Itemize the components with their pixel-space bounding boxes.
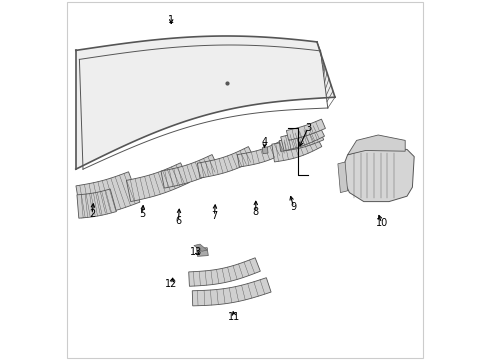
Polygon shape	[272, 131, 322, 162]
Polygon shape	[347, 135, 405, 155]
Text: 13: 13	[190, 247, 202, 257]
Text: 12: 12	[165, 279, 177, 289]
Text: 11: 11	[228, 312, 240, 322]
Polygon shape	[126, 163, 190, 202]
Polygon shape	[279, 130, 324, 151]
Polygon shape	[281, 123, 324, 151]
Polygon shape	[342, 149, 414, 202]
Text: 5: 5	[139, 209, 146, 219]
Text: 6: 6	[175, 216, 181, 226]
Polygon shape	[197, 147, 255, 178]
Polygon shape	[237, 140, 289, 167]
Polygon shape	[189, 258, 260, 286]
Polygon shape	[77, 189, 117, 218]
Text: 8: 8	[253, 207, 259, 217]
Text: 2: 2	[89, 209, 95, 219]
Text: 10: 10	[376, 218, 388, 228]
Polygon shape	[192, 278, 271, 306]
Text: 3: 3	[305, 123, 311, 133]
Polygon shape	[161, 154, 220, 188]
Polygon shape	[76, 172, 140, 218]
Polygon shape	[286, 119, 325, 140]
Polygon shape	[338, 162, 347, 193]
Text: 1: 1	[168, 15, 174, 25]
Text: 9: 9	[291, 202, 296, 212]
Text: 7: 7	[211, 211, 218, 221]
Polygon shape	[76, 36, 335, 169]
Polygon shape	[262, 147, 268, 154]
Polygon shape	[196, 248, 208, 256]
Text: 4: 4	[262, 137, 268, 147]
Polygon shape	[194, 244, 207, 251]
